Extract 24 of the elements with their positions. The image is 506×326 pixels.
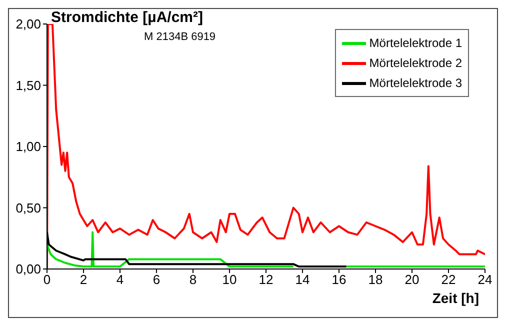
x-tick-label: 16 xyxy=(332,272,346,288)
x-tick-label: 12 xyxy=(258,272,274,288)
annotation: M 2134B 6919 xyxy=(144,31,216,43)
x-tick-label: 24 xyxy=(478,272,492,288)
x-tick-label: 4 xyxy=(116,272,124,288)
x-tick-label: 14 xyxy=(295,272,310,288)
x-tick-label: 2 xyxy=(80,272,88,288)
y-tick-label: 0,00 xyxy=(16,262,41,277)
y-tick-label: 0,50 xyxy=(16,200,41,216)
y-tick-label: 2,00 xyxy=(16,16,41,32)
legend-label: Mörtelelektrode 1 xyxy=(369,35,462,52)
chart-title: Stromdichte [µA/cm²] xyxy=(51,9,203,26)
x-axis-title: Zeit [h] xyxy=(432,290,479,306)
x-tick-label: 6 xyxy=(152,272,160,288)
y-tick-label: 1,00 xyxy=(16,139,41,154)
x-tick-label: 8 xyxy=(189,272,197,288)
x-tick-label: 10 xyxy=(222,272,237,288)
x-tick-label: 0 xyxy=(43,272,51,288)
x-tick-label: 18 xyxy=(368,272,383,288)
legend-label: Mörtelelektrode 3 xyxy=(369,75,462,92)
x-tick-label: 20 xyxy=(404,272,420,288)
x-tick-label: 22 xyxy=(441,272,456,288)
legend-label: Mörtelelektrode 2 xyxy=(369,55,462,72)
y-tick-label: 1,50 xyxy=(16,78,41,93)
